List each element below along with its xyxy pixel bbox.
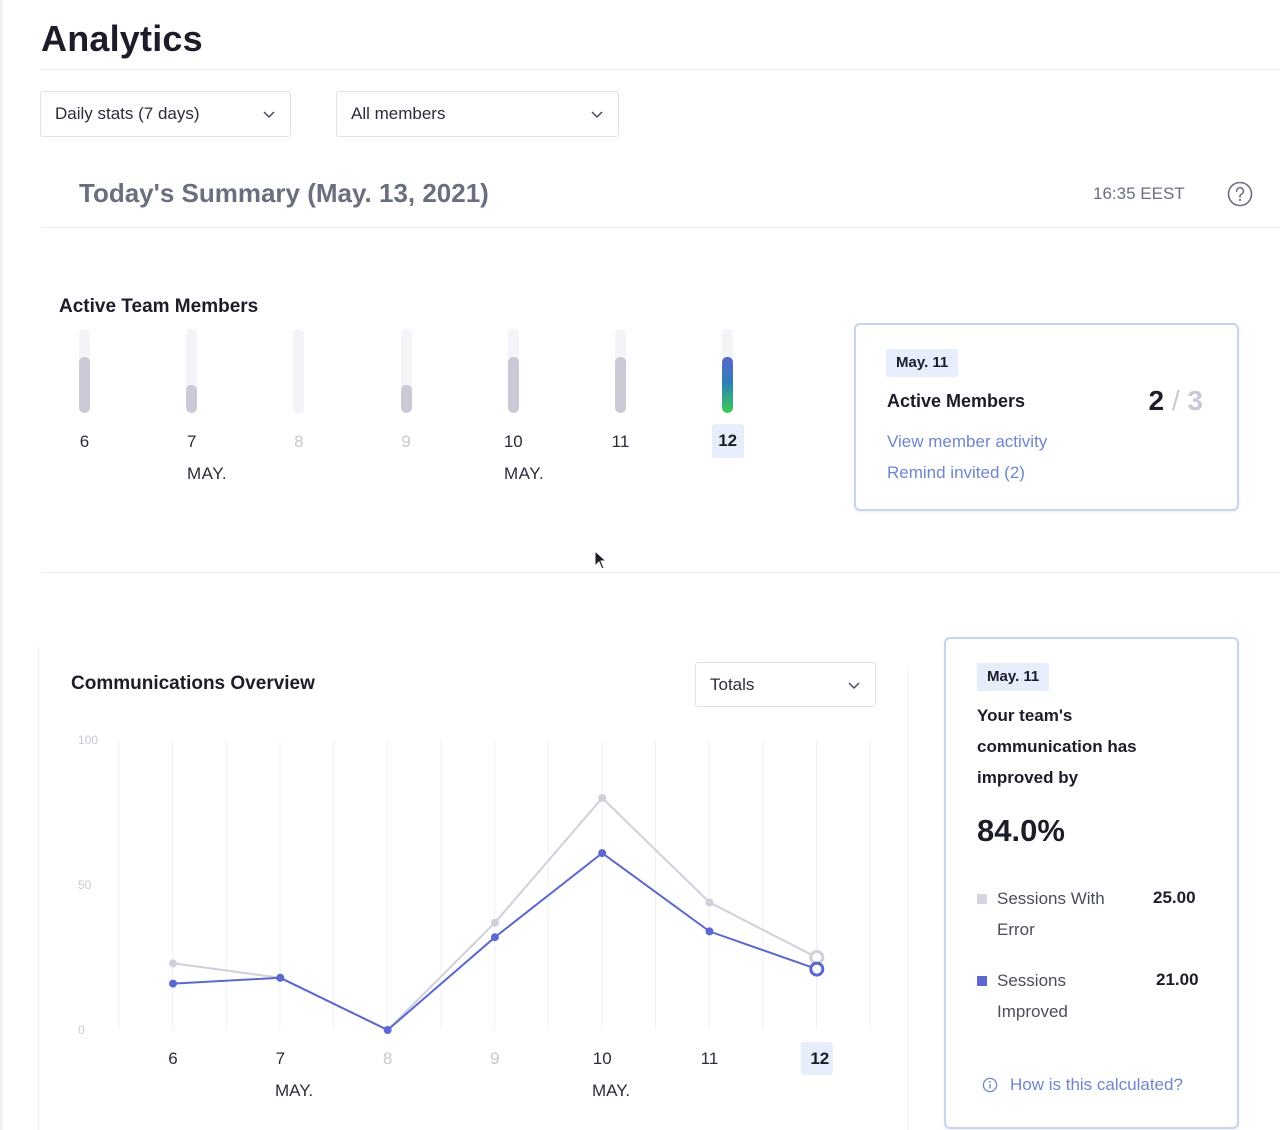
- x-month-label: MAY.: [275, 1081, 313, 1100]
- chart-panel-border-left: [38, 645, 39, 1130]
- x-tick-label: 6: [168, 1049, 177, 1068]
- day-label: 7: [186, 432, 197, 451]
- series-point: [598, 849, 607, 858]
- date-badge: May. 11: [886, 349, 959, 377]
- communication-improvement-card: May. 11: [944, 637, 1239, 1129]
- month-label: MAY.: [504, 464, 545, 483]
- members-select-value: All members: [351, 104, 446, 123]
- x-tick-label: 9: [490, 1049, 499, 1068]
- bar-track-day-7: [186, 329, 198, 413]
- active-count: 2: [1148, 385, 1165, 416]
- x-month-label: MAY.: [592, 1081, 630, 1100]
- view-member-activity-link[interactable]: View member activity: [887, 432, 1048, 451]
- bar-track-day-12: [722, 329, 734, 413]
- series-point: [383, 1026, 392, 1034]
- x-tick-label: 11: [701, 1049, 719, 1068]
- summary-title: Today's Summary (May. 13, 2021): [79, 178, 489, 208]
- bar-fill-day-9: [400, 385, 412, 413]
- bar-track-day-9: [400, 329, 412, 413]
- y-tick-label: 50: [78, 878, 92, 892]
- chevron-down-icon: [847, 678, 861, 692]
- active-members-card: May. 11 Active Members 2 / 3 View member…: [854, 323, 1239, 511]
- communications-title: Communications Overview: [71, 673, 315, 694]
- series-point: [598, 794, 607, 802]
- bar-track-day-10: [507, 329, 519, 413]
- improvement-message: Your team's communication has improved b…: [977, 706, 1137, 787]
- page-edge: [0, 0, 3, 1130]
- series-point: [169, 959, 177, 968]
- active-members-heading: Active Members: [887, 391, 1026, 411]
- period-select-value: Daily stats (7 days): [55, 104, 200, 123]
- series-point: [169, 979, 177, 988]
- bar-fill-day-12: [722, 357, 734, 413]
- section-divider: [41, 572, 1280, 573]
- page-title: Analytics: [41, 18, 203, 59]
- x-tick-label: 10: [593, 1049, 612, 1068]
- totals-select[interactable]: Totals: [695, 662, 876, 707]
- chart-panel-border-right: [908, 670, 909, 1130]
- chevron-down-icon: [590, 107, 604, 121]
- y-tick-label: 100: [78, 733, 98, 747]
- x-label-highlight: [800, 1042, 833, 1075]
- members-select[interactable]: All members: [336, 91, 619, 137]
- summary-time: 16:35 EEST: [1093, 184, 1185, 203]
- series-point: [490, 918, 499, 927]
- totals-select-value: Totals: [710, 674, 755, 694]
- legend-name-improved: Sessions Improved: [997, 971, 1068, 1021]
- info-icon: [982, 1077, 998, 1093]
- day-label: 6: [79, 432, 90, 451]
- month-label: MAY.: [187, 464, 228, 483]
- day-label: 9: [401, 432, 411, 451]
- legend-swatch-improved: [977, 976, 987, 986]
- bar-track-day-8: [293, 329, 305, 413]
- bar-fill-day-7: [186, 385, 198, 413]
- bar-fill-day-10: [507, 357, 519, 413]
- series-point: [705, 927, 714, 936]
- bar-fill-day-6: [79, 357, 90, 413]
- count-separator: /: [1171, 385, 1180, 416]
- remind-invited-link[interactable]: Remind invited (2): [887, 463, 1025, 482]
- help-icon[interactable]: [1227, 181, 1253, 207]
- x-tick-label: 12: [810, 1049, 829, 1068]
- bar-fill-day-11: [615, 357, 626, 413]
- series-point: [276, 973, 285, 982]
- day-label: 10: [503, 432, 523, 451]
- day-label: 11: [611, 432, 630, 451]
- legend-name-error: Sessions With Error: [997, 889, 1105, 939]
- day-label: 8: [294, 432, 304, 451]
- improvement-percent: 84.0%: [977, 813, 1065, 848]
- summary-divider: [41, 227, 1280, 228]
- bar-track-day-6: [79, 329, 90, 413]
- communications-line-chart: 0 50 100 6 7 8 9 10 11 12 MAY. MAY.: [78, 733, 871, 1100]
- legend-swatch-error: [977, 894, 987, 904]
- x-tick-label: 8: [383, 1049, 392, 1068]
- how-calculated-link[interactable]: How is this calculated?: [1010, 1075, 1183, 1094]
- x-tick-label: 7: [276, 1049, 285, 1068]
- active-members-count: 2 / 3: [1149, 385, 1204, 417]
- series-point: [705, 898, 714, 907]
- series-point: [809, 961, 825, 977]
- header-divider: [41, 69, 1280, 70]
- legend-value-improved: 21.00: [1156, 970, 1199, 989]
- active-members-title: Active Team Members: [59, 296, 259, 317]
- period-select[interactable]: Daily stats (7 days): [40, 91, 291, 137]
- legend-value-error: 25.00: [1153, 888, 1196, 907]
- mouse-cursor-icon: [594, 550, 608, 570]
- series-point: [490, 933, 499, 942]
- chevron-down-icon: [262, 107, 276, 121]
- date-badge: May. 11: [977, 663, 1050, 691]
- total-count: 3: [1187, 385, 1203, 416]
- bar-track-day-11: [615, 329, 626, 413]
- y-tick-label: 0: [78, 1023, 85, 1037]
- day-label: 12: [711, 424, 744, 458]
